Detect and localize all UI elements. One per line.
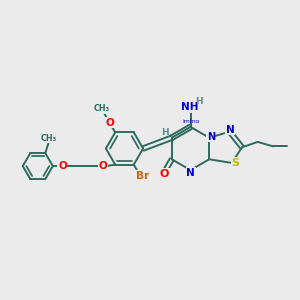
Text: CH₃: CH₃ [41, 134, 57, 142]
Text: O: O [160, 169, 169, 179]
Text: imino: imino [182, 119, 200, 124]
Text: N: N [226, 124, 235, 135]
Text: CH₃: CH₃ [94, 104, 109, 113]
Text: S: S [231, 158, 239, 168]
Text: O: O [98, 161, 107, 171]
Text: H: H [161, 128, 169, 137]
Text: O: O [58, 161, 67, 171]
Text: H: H [195, 98, 203, 106]
Text: O: O [105, 118, 114, 128]
Text: N: N [207, 132, 215, 142]
Text: Br: Br [136, 171, 149, 181]
Text: N: N [186, 167, 195, 178]
Text: NH: NH [181, 102, 199, 112]
